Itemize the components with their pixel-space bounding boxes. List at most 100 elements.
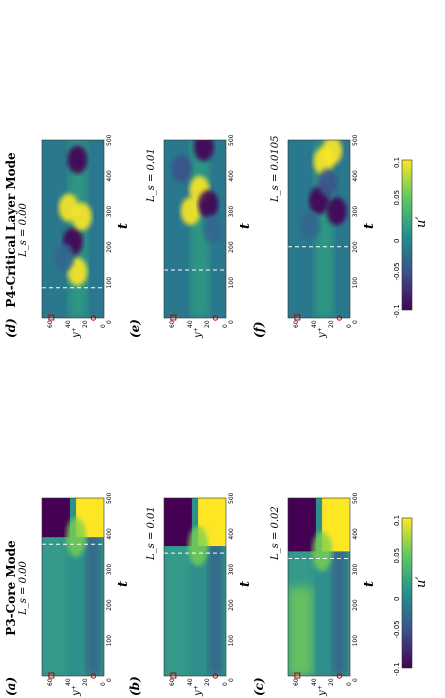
colorbar-tick-label: 0.1: [393, 514, 401, 526]
heatmap-blob: [326, 197, 347, 226]
heatmap-panel-e: [164, 140, 226, 318]
y-tick-label: 20: [204, 678, 212, 686]
panel-label-d: (d): [4, 318, 18, 338]
column-title-left: P3-Core Mode: [4, 540, 18, 636]
heatmap-low-band: [86, 498, 100, 676]
x-tick-label: 0: [228, 678, 235, 682]
x-tick-label: 300: [352, 563, 359, 576]
panel-label-e: (e): [128, 319, 142, 338]
y-tick-label: 0: [100, 324, 107, 328]
x-axis-label: t: [238, 222, 253, 229]
x-tick-label: 100: [228, 634, 235, 647]
x-tick-label: 100: [352, 634, 359, 647]
x-tick-label: 500: [106, 134, 113, 146]
panel-label-f: (f): [252, 321, 266, 338]
panel-frame: [41, 497, 105, 677]
x-tick-label: 100: [352, 276, 359, 289]
y-tick-label: 0: [346, 324, 353, 328]
x-tick-label: 100: [228, 276, 235, 289]
heatmap-dark-region: [42, 498, 70, 538]
colorbar-gradient: [402, 518, 412, 668]
y-tick-label: 60: [46, 320, 54, 328]
y-tick-label: 0: [222, 682, 229, 686]
colorbar-tick-label: 0.1: [393, 156, 401, 168]
y-axis-label: y⁺: [317, 685, 328, 696]
x-tick-label: 400: [106, 170, 113, 182]
probe-square-marker: [170, 672, 177, 679]
x-tick-label: 0: [106, 320, 113, 324]
x-tick-label: 0: [106, 678, 113, 682]
x-tick-label: 300: [106, 205, 113, 218]
heatmap-transition: [188, 526, 209, 567]
heatmap-blob: [322, 140, 343, 165]
x-axis-label: t: [238, 580, 253, 587]
heatmap-blob: [198, 190, 219, 219]
heatmap-blob: [171, 154, 192, 183]
x-axis-label: t: [362, 580, 377, 587]
column-title-right: P4-Critical Layer Mode: [4, 152, 18, 308]
column-subtitle-right: L_s = 0.00: [18, 203, 29, 257]
x-tick-label: 500: [352, 134, 359, 146]
panel-e-ls: L_s = 0.01: [146, 148, 157, 202]
colorbar-left: [401, 517, 413, 669]
heatmap-blob: [193, 140, 214, 162]
x-tick-label: 100: [106, 276, 113, 289]
x-tick-label: 400: [106, 528, 113, 540]
y-tick-label: 0: [222, 324, 229, 328]
x-tick-label: 400: [352, 528, 359, 540]
x-tick-label: 200: [228, 241, 235, 253]
x-tick-label: 200: [352, 241, 359, 253]
probe-square-marker: [48, 314, 55, 321]
y-axis-label: y⁺: [193, 685, 204, 696]
panel-label-b: (b): [128, 676, 142, 696]
panel-frame: [163, 139, 227, 319]
column-subtitle-left: L_s = 0.00: [18, 561, 29, 615]
heatmap-dark-region: [288, 498, 316, 552]
heatmap-panel-b: [164, 498, 226, 676]
x-tick-label: 500: [228, 134, 235, 146]
y-axis-label: y⁺: [71, 327, 82, 338]
x-axis-label: t: [362, 222, 377, 229]
heatmap-blob: [300, 211, 321, 240]
x-tick-label: 400: [228, 170, 235, 182]
x-tick-label: 300: [228, 205, 235, 218]
y-tick-label: 0: [346, 682, 353, 686]
y-tick-label: 0: [100, 682, 107, 686]
x-tick-label: 300: [228, 563, 235, 576]
y-tick-label: 60: [292, 678, 300, 686]
probe-square-marker: [170, 314, 177, 321]
panel-frame: [41, 139, 105, 319]
y-axis-label: y⁺: [71, 685, 82, 696]
x-tick-label: 0: [228, 320, 235, 324]
colorbar-tick-label: -0.05: [393, 262, 401, 281]
colorbar-tick-label: 0: [393, 596, 401, 601]
colorbar-frame: [401, 159, 413, 311]
heatmap-blob: [180, 197, 201, 226]
heatmap-panel-c: [288, 498, 350, 676]
y-tick-label: 60: [168, 678, 176, 686]
panel-label-c: (c): [252, 677, 266, 696]
x-tick-label: 300: [106, 563, 113, 576]
y-axis-label: y⁺: [193, 327, 204, 338]
y-tick-label: 20: [82, 678, 90, 686]
heatmap-blob: [54, 243, 75, 272]
probe-square-marker: [294, 314, 301, 321]
colorbar-tick-label: -0.05: [393, 620, 401, 639]
y-tick-label: 60: [168, 320, 176, 328]
panel-f-ls: L_s = 0.0105: [270, 135, 281, 203]
colorbar-tick-label: -0.1: [393, 662, 401, 676]
colorbar-frame: [401, 517, 413, 669]
colorbar-gradient: [402, 160, 412, 310]
heatmap-panel-a: [42, 498, 104, 676]
y-tick-label: 20: [328, 320, 336, 328]
colorbar-tick-label: 0.05: [393, 189, 401, 206]
panel-label-a: (a): [4, 676, 18, 696]
panel-b-ls: L_s = 0.01: [146, 506, 157, 560]
x-tick-label: 0: [352, 320, 359, 324]
colorbar-right: [401, 159, 413, 311]
colorbar-tick-label: 0: [393, 238, 401, 243]
x-tick-label: 500: [352, 492, 359, 504]
heatmap-dark-region: [164, 498, 192, 547]
x-tick-label: 300: [352, 205, 359, 218]
